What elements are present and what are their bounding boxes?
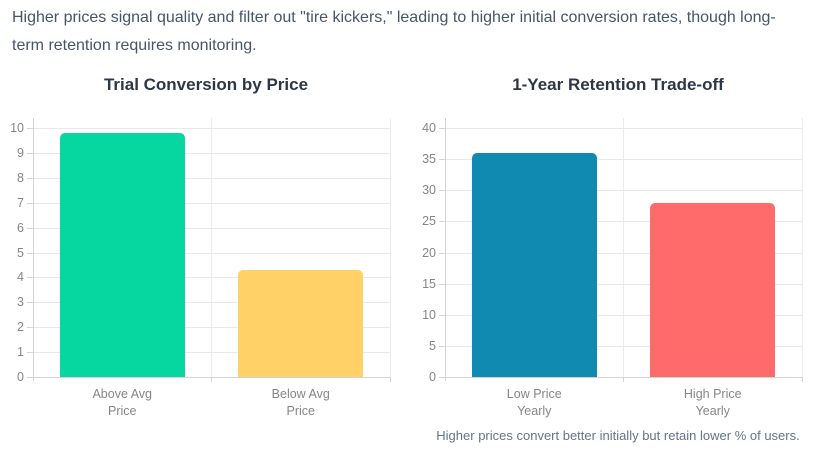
- y-tick-label: 15: [422, 277, 436, 291]
- y-tick-mark: [439, 128, 445, 129]
- y-tick-label: 20: [422, 246, 436, 260]
- chart-title: 1-Year Retention Trade-off: [512, 75, 724, 94]
- x-tick-mark: [801, 377, 803, 382]
- y-axis-line: [33, 118, 34, 381]
- y-tick-mark: [439, 221, 445, 222]
- y-tick-label: 3: [17, 295, 24, 309]
- y-tick-label: 6: [17, 221, 24, 235]
- y-tick-label: 0: [17, 370, 24, 384]
- y-tick-label: 4: [17, 270, 24, 284]
- y-tick-mark: [27, 178, 33, 179]
- y-tick-label: 10: [10, 121, 24, 135]
- y-tick-label: 10: [422, 308, 436, 322]
- y-tick-mark: [27, 203, 33, 204]
- plot-area: 0 5 10 15 20 25 30 35 40 Low Price Yearly High Pri…: [422, 118, 803, 418]
- y-axis-line: [445, 118, 446, 381]
- bar-low-price-yearly: [471, 153, 597, 377]
- category-divider-line: [211, 118, 212, 377]
- y-tick-mark: [27, 352, 33, 353]
- y-tick-label: 7: [17, 196, 24, 210]
- category-divider-line: [801, 118, 803, 377]
- y-tick-mark: [27, 377, 33, 378]
- bar-below-avg-price: [238, 270, 364, 377]
- y-tick-mark: [439, 346, 445, 347]
- y-tick-label: 30: [422, 183, 436, 197]
- category-divider-line: [623, 118, 624, 377]
- y-tick-mark: [439, 159, 445, 160]
- bar-high-price-yearly: [650, 203, 776, 377]
- y-tick-label: 5: [429, 339, 436, 353]
- charts-row: Trial Conversion by Price 0 1 2 3 4 5 6 7 8 9 10 Ab…: [0, 72, 824, 418]
- category-divider-line: [389, 118, 391, 377]
- y-tick-label: 5: [17, 246, 24, 260]
- y-tick-mark: [439, 253, 445, 254]
- chart-title: Trial Conversion by Price: [103, 75, 309, 94]
- y-tick-mark: [27, 153, 33, 154]
- x-tick-mark: [211, 377, 212, 382]
- y-tick-label: 9: [17, 146, 24, 160]
- chart-trial-conversion-by-price: Trial Conversion by Price 0 1 2 3 4 5 6 7 8 9 10 Ab…: [0, 72, 412, 418]
- bar-above-avg-price: [59, 133, 185, 377]
- y-tick-mark: [27, 228, 33, 229]
- plot-area: 0 1 2 3 4 5 6 7 8 9 10 Above Avg Price Below Avg Pri…: [10, 118, 391, 418]
- y-tick-label: 25: [422, 214, 436, 228]
- y-tick-mark: [27, 327, 33, 328]
- y-tick-label: 2: [17, 320, 24, 334]
- y-tick-mark: [27, 302, 33, 303]
- x-tick-mark: [389, 377, 391, 382]
- x-category-label: Low Price Yearly: [506, 387, 562, 418]
- y-tick-mark: [27, 253, 33, 254]
- y-tick-label: 40: [422, 121, 436, 135]
- insight-text: Higher prices signal quality and filter …: [12, 9, 776, 54]
- y-tick-label: 35: [422, 152, 436, 166]
- y-tick-label: 8: [17, 171, 24, 185]
- y-tick-mark: [439, 284, 445, 285]
- chart-1-year-retention-trade-off: 1-Year Retention Trade-off 0 5 10 15 20 25 30 3…: [412, 72, 824, 418]
- y-tick-mark: [27, 128, 33, 129]
- x-category-label: High Price Yearly: [683, 387, 742, 418]
- y-tick-mark: [27, 277, 33, 278]
- y-tick-mark: [439, 377, 445, 378]
- y-tick-label: 1: [17, 345, 24, 359]
- y-tick-mark: [439, 190, 445, 191]
- y-tick-label: 0: [429, 370, 436, 384]
- x-category-label: Below Avg Price: [271, 387, 330, 418]
- chart-caption: Higher prices convert better initially b…: [436, 428, 800, 443]
- x-tick-mark: [623, 377, 624, 382]
- y-tick-mark: [439, 315, 445, 316]
- x-category-label: Above Avg Price: [92, 387, 153, 418]
